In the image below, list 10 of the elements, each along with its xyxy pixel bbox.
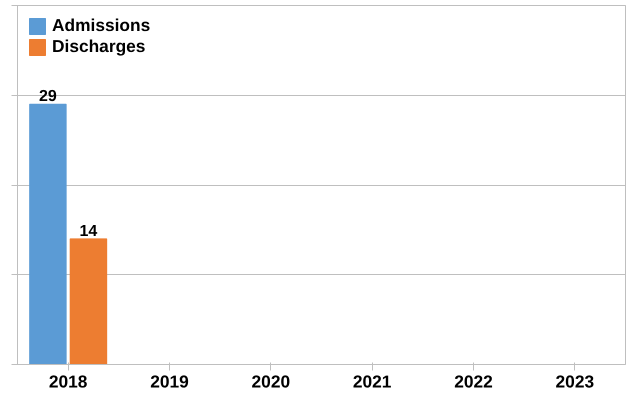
x-tick-label: 2020 <box>252 372 290 392</box>
x-tick-label: 2018 <box>48 372 88 392</box>
data-label: 14 <box>80 222 98 240</box>
data-label: 29 <box>39 88 57 106</box>
x-tick-label: 2019 <box>150 372 189 392</box>
legend-label: Admissions <box>52 15 150 36</box>
x-tick-label: 2022 <box>454 372 493 392</box>
x-tick-label: 2021 <box>352 372 392 392</box>
x-tick-label: 2023 <box>556 372 594 392</box>
legend-label: Discharges <box>52 36 146 57</box>
